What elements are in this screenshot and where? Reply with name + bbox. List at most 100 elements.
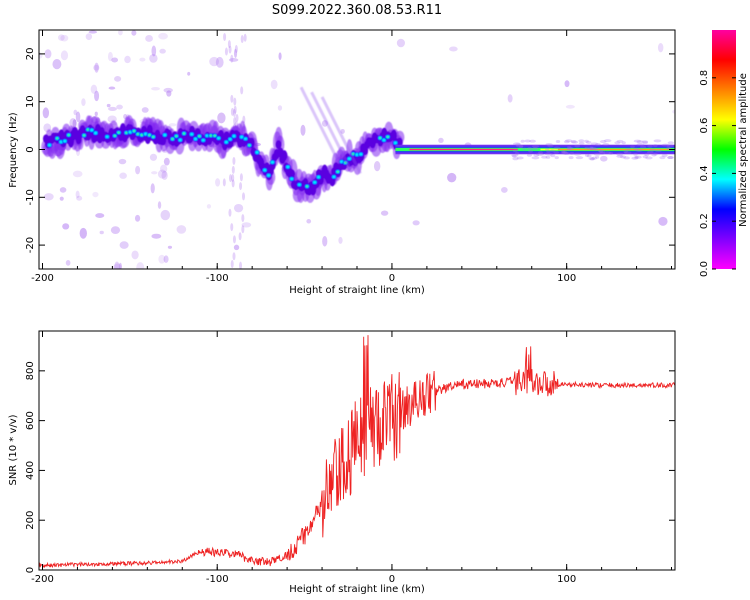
ridge-blob (183, 132, 186, 135)
carrier-halo (616, 154, 624, 158)
noise-speck (239, 173, 243, 182)
noise-speck (507, 94, 513, 103)
carrier-halo (512, 157, 519, 161)
ridge-blob (359, 152, 363, 156)
ridge-blob (224, 140, 229, 144)
carrier-halo (614, 141, 621, 145)
noise-speck (59, 196, 64, 201)
noise-speck (278, 52, 282, 60)
x-tick-label: 0 (389, 273, 395, 284)
snr-y-axis-label: SNR (10 * v/v) (8, 414, 19, 485)
noise-speck (149, 54, 158, 63)
ridge-blob (189, 132, 194, 136)
carrier-halo (639, 145, 647, 149)
carrier-peak (557, 148, 672, 151)
carrier-halo (591, 156, 598, 160)
noise-speck (110, 226, 121, 235)
noise-speck (223, 33, 227, 42)
carrier-halo (520, 139, 525, 143)
noise-speck (600, 155, 608, 162)
noise-speck (163, 87, 173, 93)
carrier-halo (531, 147, 539, 151)
colorbar-tick-label: 0.8 (699, 70, 710, 86)
carrier-halo (616, 139, 624, 143)
noise-speck (92, 191, 99, 198)
ridge-blob (93, 131, 98, 135)
noise-speck (119, 241, 129, 249)
ridge-blob (270, 160, 275, 164)
ridge-blob (128, 130, 133, 134)
ridge-blob (198, 135, 201, 138)
noise-speck (107, 51, 113, 62)
carrier-halo (641, 140, 649, 144)
ridge-blob (193, 137, 198, 141)
noise-speck (60, 50, 69, 61)
carrier-halo (586, 154, 592, 158)
ridge-core (281, 150, 288, 161)
carrier-halo (550, 149, 555, 153)
carrier-halo (634, 155, 639, 159)
noise-speck (447, 172, 457, 183)
ridge-blob (355, 152, 359, 157)
ridge-blob (113, 134, 116, 137)
carrier-halo (524, 139, 531, 143)
ridge-blob (312, 180, 317, 184)
noise-speck (232, 235, 236, 244)
y-tick-label: 400 (25, 461, 36, 480)
carrier-halo (545, 152, 553, 156)
noise-speck (62, 223, 70, 230)
y-tick-label: 20 (25, 48, 36, 61)
noise-speck (65, 260, 71, 266)
carrier-halo (635, 148, 643, 152)
noise-speck (338, 236, 343, 244)
carrier-halo (661, 154, 668, 158)
carrier-halo (553, 150, 560, 154)
carrier-band (395, 139, 675, 161)
carrier-halo (546, 149, 551, 153)
colorbar-tick-label: 0.2 (699, 213, 710, 229)
carrier-halo (599, 151, 606, 155)
y-tick-label: -10 (25, 189, 36, 205)
ridge-blob (386, 135, 389, 138)
carrier-halo (587, 147, 594, 151)
noise-speck (241, 214, 245, 223)
colorbar: 0.0 0.2 0.4 0.6 0.8 Normalized spectral ampl… (699, 30, 749, 277)
ridge-core (390, 129, 397, 141)
x-tick-label: 0 (389, 574, 395, 585)
carrier-halo (589, 146, 594, 150)
noise-speck (75, 111, 81, 123)
carrier-halo (512, 142, 521, 146)
noise-speck (167, 245, 173, 249)
ridge-blob (347, 157, 352, 161)
ridge-blob (393, 141, 398, 145)
ridge-blob (332, 175, 336, 179)
carrier-halo (588, 157, 595, 161)
colorbar-tick-label: 0.4 (699, 165, 710, 181)
noise-speck (235, 114, 239, 123)
noise-speck (124, 55, 131, 64)
carrier-halo (526, 147, 533, 151)
ridge-blob (140, 134, 143, 136)
carrier-halo (573, 152, 582, 156)
carrier-halo (555, 140, 561, 144)
noise-speck (300, 124, 306, 136)
ridge-streak (310, 91, 352, 170)
ridge-blob (171, 138, 174, 140)
y-tick-label: 800 (25, 361, 36, 380)
carrier-halo (516, 156, 524, 160)
carrier-halo (653, 152, 658, 156)
snr-ticks: -200 -100 0 100 0 200 400 600 800 (25, 331, 675, 585)
x-tick-label: -200 (31, 574, 54, 585)
colorbar-ticks: 0.0 0.2 0.4 0.6 0.8 (699, 70, 736, 277)
ridge-blob (213, 134, 216, 137)
carrier-halo (560, 150, 566, 154)
ridge-blob (59, 140, 63, 144)
ridge-blob (297, 183, 302, 187)
noise-speck (73, 109, 78, 116)
carrier-halo (531, 144, 540, 148)
carrier-halo (566, 147, 571, 151)
ridge-blob (117, 131, 120, 134)
carrier-halo (554, 156, 559, 160)
carrier-halo (633, 139, 642, 143)
